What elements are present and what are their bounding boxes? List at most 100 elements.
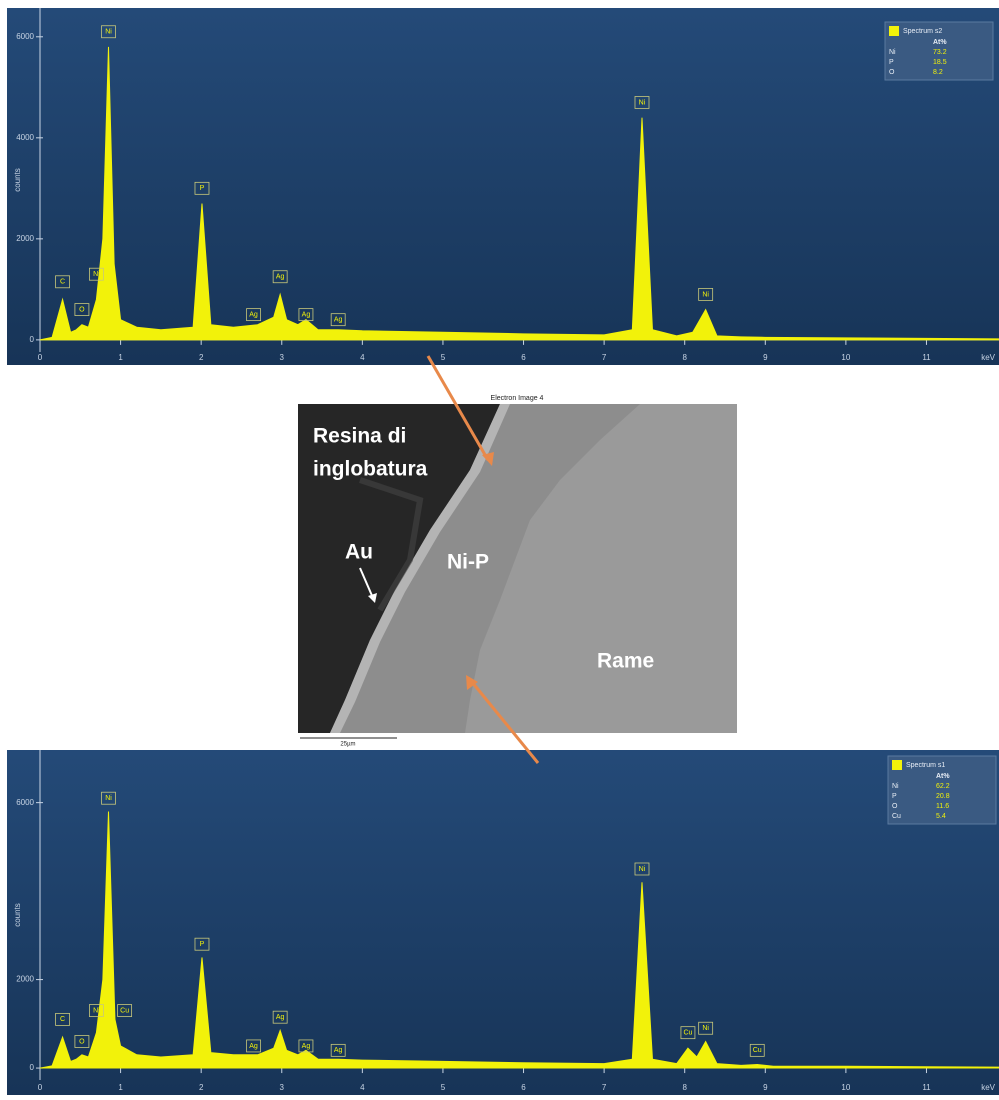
x-tick-label: 11: [922, 353, 931, 362]
peak-label-box: [194, 937, 210, 951]
peak-label-box: [698, 288, 714, 301]
peak-label-box: [89, 267, 104, 281]
x-tick-label: 5: [441, 353, 446, 362]
x-tick-label: 7: [602, 1083, 607, 1092]
legend-swatch: [892, 760, 902, 770]
legend-element: Cu: [892, 813, 901, 820]
resin: [298, 404, 500, 733]
legend-element: Ni: [889, 49, 896, 56]
x-tick-label: 11: [922, 1083, 931, 1092]
peak-label-box: [194, 181, 210, 195]
peak-label: P: [200, 941, 205, 948]
peak-label-box: [55, 275, 70, 289]
legend-name: Spectrum s2: [903, 28, 942, 35]
peak-label: Ni: [105, 29, 112, 36]
y-tick-label: 4000: [16, 133, 34, 142]
peak-label-box: [89, 1004, 104, 1017]
copper: [465, 404, 737, 733]
y-tick-label: 2000: [16, 975, 34, 984]
arrowhead: [482, 452, 494, 466]
peak-label-box: [246, 1039, 261, 1053]
legend-value: 73.2: [933, 49, 947, 56]
peak-label-box: [298, 1039, 314, 1053]
y-tick-label: 0: [30, 335, 35, 344]
peak-label: Ni: [105, 795, 112, 802]
legend-value: 20.8: [936, 793, 950, 800]
x-tick-label: 4: [360, 353, 365, 362]
label: Resina di: [313, 425, 406, 448]
legend-swatch: [889, 26, 899, 36]
peak-label-box: [55, 1012, 70, 1026]
legend-header: At%: [936, 773, 950, 780]
peak-label: O: [79, 306, 85, 313]
y-tick-label: 6000: [16, 32, 34, 41]
peak-label: Cu: [683, 1030, 692, 1037]
peak-label: Ni: [639, 866, 646, 873]
legend-box: [887, 755, 997, 825]
peak-label: Cu: [753, 1047, 762, 1054]
legend-value: 62.2: [936, 783, 950, 790]
label: inglobatura: [313, 458, 428, 481]
x-tick-label: 7: [602, 353, 607, 362]
label: Rame: [597, 650, 654, 673]
arrow: [426, 355, 490, 461]
legend-element: O: [889, 69, 895, 76]
panel-bottom: [7, 750, 999, 1095]
panel-top: [7, 8, 999, 365]
peak-label: Ag: [249, 311, 258, 318]
peak-label-box: [680, 1026, 696, 1040]
x-tick-label: 6: [521, 1083, 526, 1092]
arrowhead: [466, 675, 478, 690]
y-axis-label: counts: [13, 168, 22, 192]
label: Au: [345, 541, 373, 564]
legend-value: 5.4: [936, 813, 946, 820]
resin-shade: [359, 477, 424, 612]
peak-label: C: [60, 279, 65, 286]
peak-label-box: [74, 1035, 90, 1048]
x-tick-label: 2: [199, 1083, 204, 1092]
x-tick-label: 3: [280, 353, 285, 362]
peak-label-box: [298, 308, 314, 322]
x-tick-label: 9: [763, 353, 768, 362]
label: Ni-P: [447, 551, 489, 574]
legend-element: P: [889, 59, 894, 66]
peak-label: Ag: [276, 1014, 285, 1021]
au-layer: [330, 404, 510, 733]
peak-label-box: [330, 313, 346, 327]
legend-box: [884, 21, 994, 81]
legend-value: 11.6: [936, 803, 949, 810]
peak-label-box: [117, 1004, 133, 1017]
y-tick-label: 0: [30, 1063, 35, 1072]
peak-label-box: [74, 303, 90, 316]
spectrum: [39, 811, 999, 1069]
peak-label-box: [246, 308, 261, 322]
legend-value: 8.2: [933, 69, 943, 76]
peak-label-box: [634, 862, 650, 876]
peak-label-box: [330, 1043, 346, 1057]
arrow: [470, 681, 540, 764]
peak-label: Ni: [702, 1025, 709, 1032]
peak-label: Ag: [334, 317, 343, 324]
y-axis-label: counts: [13, 903, 22, 927]
peak-label-box: [101, 791, 116, 805]
x-tick-label: 6: [521, 353, 526, 362]
peak-label: Ag: [302, 1043, 311, 1050]
legend-header: At%: [933, 39, 947, 46]
x-tick-label: 8: [682, 353, 687, 362]
peak-label: O: [79, 1038, 85, 1045]
peak-label-box: [749, 1043, 765, 1057]
legend-value: 18.5: [933, 59, 947, 66]
peak-label-box: [272, 270, 288, 284]
peak-label: Ag: [302, 311, 311, 318]
x-tick-label: 4: [360, 1083, 365, 1092]
x-tick-label: 8: [682, 1083, 687, 1092]
x-tick-label: 9: [763, 1083, 768, 1092]
peak-label: Ni: [93, 1007, 100, 1014]
x-axis-label: keV: [981, 1083, 995, 1092]
legend-name: Spectrum s1: [906, 762, 945, 769]
x-tick-label: 10: [841, 353, 850, 362]
x-tick-label: 10: [841, 1083, 850, 1092]
peak-label-box: [634, 96, 650, 109]
peak-label: Ag: [249, 1043, 258, 1050]
